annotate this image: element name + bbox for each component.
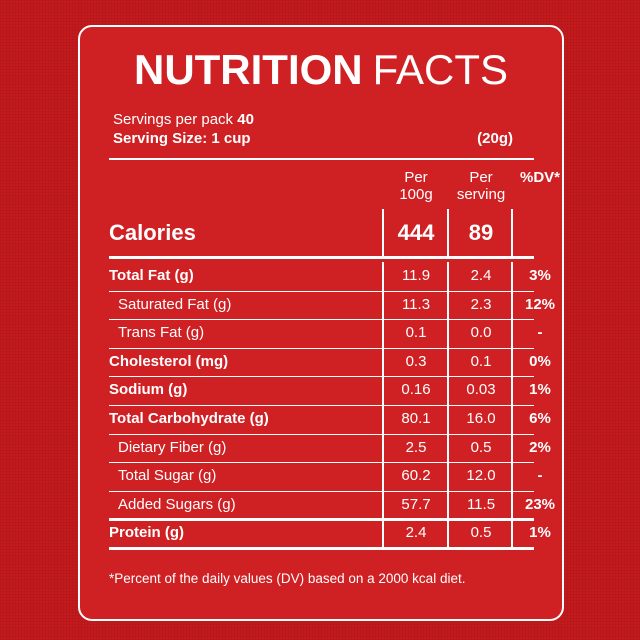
nutrient-label: Saturated Fat (g) [118, 295, 232, 313]
value-per-serving: 2.4 [470, 267, 492, 284]
value-per-100g: 57.7 [401, 495, 431, 513]
value-dv: 1% [529, 524, 551, 542]
table-row: Cholesterol (mg) 0.3 0.1 0% [109, 348, 551, 377]
servings-per-pack: Servings per pack 40 [113, 111, 254, 129]
calories-divider [109, 256, 534, 259]
row-divider [109, 490, 534, 492]
nutrient-label: Cholesterol (mg) [109, 352, 229, 370]
value-per-100g: 0.16 [401, 381, 431, 399]
nutrient-label: Total Fat (g) [109, 267, 194, 284]
value-dv: 0% [529, 352, 551, 370]
table-row: Trans Fat (g) 0.1 0.0 - [109, 319, 543, 348]
value-per-100g: 2.5 [405, 438, 427, 456]
value-dv: - [537, 324, 543, 342]
column-divider [511, 209, 513, 256]
value-dv: 1% [529, 381, 551, 399]
nutrient-label: Trans Fat (g) [118, 324, 205, 342]
calories-per-100g: 444 [397, 220, 435, 245]
column-divider [447, 262, 449, 548]
value-per-serving: 0.5 [470, 438, 492, 456]
column-divider [447, 209, 449, 256]
header-per-100g: Per 100g [399, 169, 433, 203]
nutrient-label: Total Carbohydrate (g) [109, 410, 269, 427]
value-dv: 23% [524, 495, 556, 513]
value-dv: - [537, 467, 543, 485]
title-regular: FACTS [372, 46, 508, 93]
value-per-serving: 16.0 [466, 410, 496, 427]
row-divider [109, 347, 534, 349]
table-row: Saturated Fat (g) 11.3 2.3 12% [109, 291, 555, 320]
calories-per-serving: 89 [468, 220, 494, 245]
value-per-serving: 2.3 [470, 295, 492, 313]
table-row: Total Sugar (g) 60.2 12.0 - [109, 462, 543, 491]
value-per-serving: 11.5 [466, 495, 496, 513]
row-divider [109, 433, 534, 435]
nutrient-label: Total Sugar (g) [118, 467, 217, 485]
value-per-100g: 2.4 [405, 524, 427, 542]
column-divider [382, 209, 384, 256]
footnote: *Percent of the daily values (DV) based … [109, 571, 466, 586]
serving-size-grams: (20g) [477, 130, 513, 147]
table-row: Total Fat (g) 11.9 2.4 3% [109, 262, 551, 291]
table-row: Added Sugars (g) 57.7 11.5 23% [109, 491, 555, 520]
row-divider [109, 547, 534, 550]
table-row: Sodium (g) 0.16 0.03 1% [109, 376, 551, 405]
calories-label: Calories [109, 220, 196, 245]
nutrition-panel: NUTRITION FACTS Servings per pack 40 Serv… [78, 25, 564, 621]
value-per-100g: 60.2 [401, 467, 431, 485]
value-per-serving: 0.1 [470, 352, 492, 370]
value-dv: 6% [529, 410, 551, 427]
value-per-serving: 0.03 [466, 381, 496, 399]
servings-count: 40 [237, 111, 254, 128]
value-dv: 12% [524, 295, 556, 313]
serving-size-label: Serving Size: 1 cup [113, 130, 251, 147]
value-per-100g: 0.3 [405, 352, 427, 370]
header-divider [109, 158, 534, 160]
nutrient-label: Protein (g) [109, 524, 184, 542]
value-dv: 3% [529, 267, 551, 284]
column-divider [511, 262, 513, 548]
row-divider [109, 290, 534, 292]
value-dv: 2% [529, 438, 551, 456]
row-divider [109, 376, 534, 378]
value-per-serving: 0.5 [470, 524, 492, 542]
value-per-100g: 11.9 [401, 267, 431, 284]
row-divider [109, 462, 534, 464]
value-per-100g: 11.3 [401, 295, 431, 313]
nutrient-label: Added Sugars (g) [118, 495, 236, 513]
header-dv: %DV* [519, 169, 560, 186]
row-divider [109, 405, 534, 406]
table-row: Protein (g) 2.4 0.5 1% [109, 519, 551, 548]
row-divider [109, 518, 534, 522]
nutrient-label: Dietary Fiber (g) [118, 438, 227, 456]
value-per-100g: 80.1 [401, 410, 431, 427]
page-title: NUTRITION FACTS [80, 47, 562, 93]
row-divider [109, 319, 534, 321]
servings-label: Servings per pack [113, 111, 234, 128]
value-per-100g: 0.1 [405, 324, 427, 342]
table-row: Dietary Fiber (g) 2.5 0.5 2% [109, 434, 551, 463]
table-row: Total Carbohydrate (g) 80.1 16.0 6% [109, 405, 551, 434]
header-per-serving: Per serving [456, 169, 506, 203]
value-per-serving: 0.0 [470, 324, 492, 342]
nutrient-label: Sodium (g) [109, 381, 188, 399]
title-bold: NUTRITION [133, 46, 363, 93]
value-per-serving: 12.0 [466, 467, 496, 485]
column-divider [382, 262, 384, 548]
